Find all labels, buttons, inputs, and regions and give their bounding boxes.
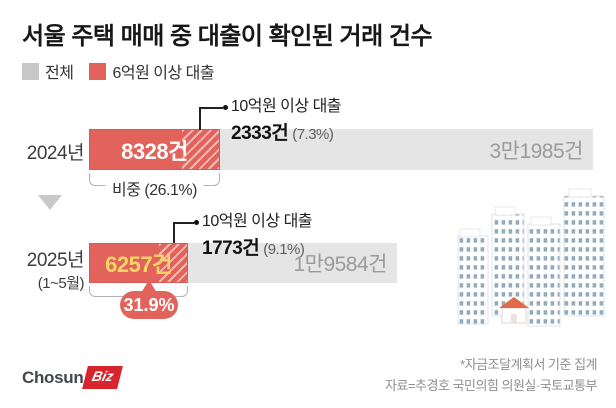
- total-value-2025: 1만9584건: [293, 253, 387, 276]
- down-arrow-icon: [38, 195, 62, 210]
- loan-value-2024: 8328건: [121, 138, 188, 164]
- annotation-2025: 10억원 이상 대출 1773건 (9.1%): [202, 213, 313, 260]
- annotation-title-2024: 10억원 이상 대출: [231, 98, 342, 115]
- annotation-value-2025: 1773건: [202, 237, 260, 259]
- small-house-illustration: [499, 297, 529, 324]
- annotation-connector-2025: [173, 222, 175, 243]
- share-bracket-2024: 비중 (26.1%): [89, 173, 220, 200]
- legend-item-total: 전체: [22, 59, 74, 83]
- annotation-dot-2025: [194, 220, 199, 225]
- annotation-pct-2025: (9.1%): [263, 240, 305, 258]
- logo-biz-badge: Biz: [82, 366, 124, 389]
- year-label-2024: 2024년: [26, 143, 85, 164]
- year-label-2025-main: 2025년: [26, 250, 85, 271]
- apartment-buildings-illustration: [457, 188, 605, 327]
- logo-biz-text: Biz: [90, 368, 116, 384]
- source-notes: *자금조달계획서 기준 집계 자료=추경호 국민의힘 의원실·국토교통부: [385, 355, 597, 397]
- annotation-dot-2024: [223, 105, 228, 110]
- year-sublabel-2025: (1~5월): [37, 275, 85, 292]
- loan-hatch-2025: [159, 244, 187, 282]
- annotation-connector-2024: [199, 107, 201, 130]
- legend-label-loan: 6억원 이상 대출: [112, 65, 215, 82]
- footnote: *자금조달계획서 기준 집계: [460, 357, 597, 372]
- chosunbiz-logo: Chosun Biz: [22, 366, 124, 389]
- legend-swatch-total: [22, 62, 39, 80]
- annotation-value-2024: 2333건: [231, 122, 289, 144]
- legend-swatch-loan: [89, 62, 107, 80]
- legend: 전체 6억원 이상 대출: [22, 59, 215, 83]
- share-bubble-value: 31.9%: [123, 294, 175, 315]
- annotation-connector-2025: [173, 222, 194, 224]
- annotation-connector-2024: [199, 107, 223, 109]
- source-line: 자료=추경호 국민의힘 의원실·국토교통부: [385, 377, 597, 393]
- loan-bar-2025: 6257건: [89, 243, 188, 283]
- total-value-2024: 3만1985건: [489, 139, 583, 163]
- annotation-2024: 10억원 이상 대출 2333건 (7.3%): [231, 98, 342, 145]
- share-label-2024: 비중 (26.1%): [105, 176, 204, 200]
- loan-bar-2024: 8328건: [89, 129, 220, 170]
- logo-chosun-text: Chosun: [22, 367, 84, 387]
- year-label-2025: 2025년 (1~5월): [0, 245, 85, 293]
- page-title: 서울 주택 매매 중 대출이 확인된 거래 건수: [22, 23, 433, 50]
- annotation-title-2025: 10억원 이상 대출: [202, 213, 313, 230]
- share-bubble-2025: 31.9%: [120, 291, 178, 319]
- share-bubble-tail: [141, 280, 157, 293]
- annotation-pct-2024: (7.3%): [292, 125, 334, 143]
- legend-item-loan: 6억원 이상 대출: [89, 59, 215, 83]
- loan-hatch-2024: [182, 130, 219, 169]
- loan-value-2025: 6257건: [105, 252, 172, 277]
- legend-label-total: 전체: [45, 65, 74, 82]
